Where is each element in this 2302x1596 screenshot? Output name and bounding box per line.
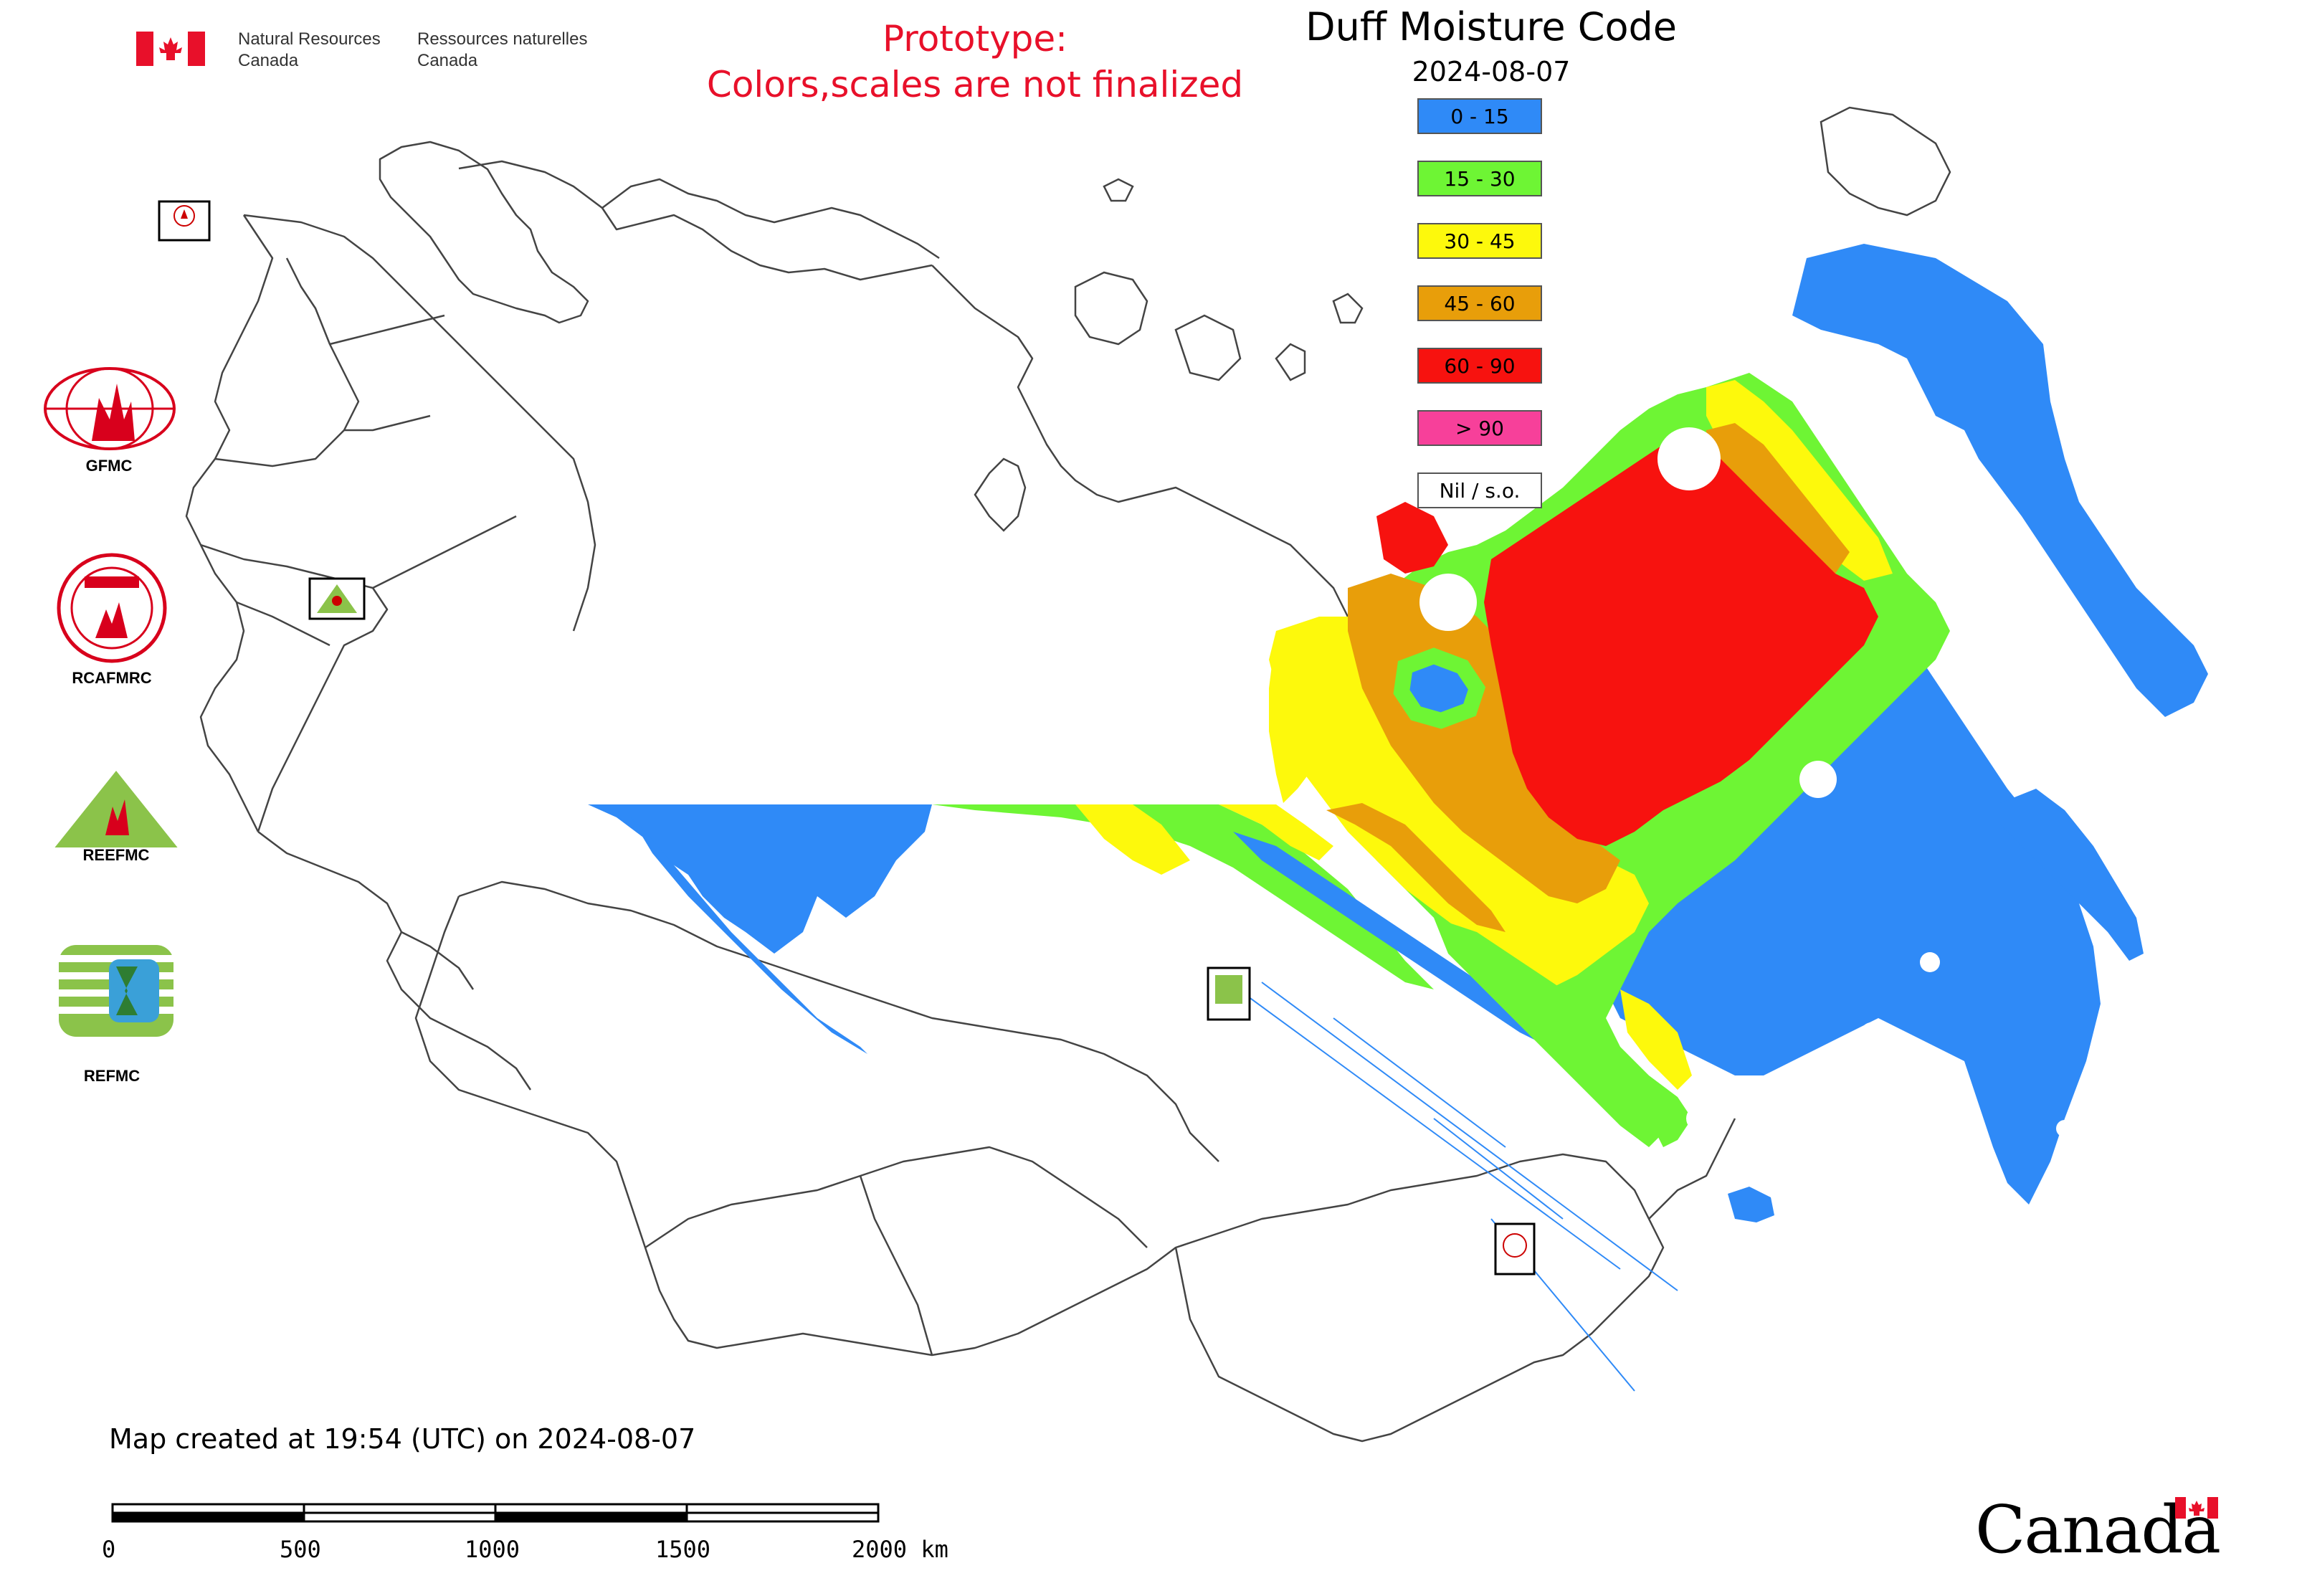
- legend-item: 0 - 15: [1417, 98, 1542, 134]
- legend-label: 30 - 45: [1444, 229, 1516, 253]
- dept-en-line1: Natural Resources: [238, 29, 381, 49]
- dmc-zone-blue-sakhalin: [2000, 789, 2144, 961]
- canada-flag-icon: [136, 32, 205, 66]
- reefmc-logo: REEFMC: [44, 771, 188, 864]
- dmc-zone-red-west: [1376, 502, 1448, 574]
- legend-label: 15 - 30: [1444, 166, 1516, 191]
- dept-fr-line1: Ressources naturelles: [417, 29, 588, 49]
- arctic-islands: [974, 106, 1951, 532]
- legend-label: Nil / s.o.: [1439, 478, 1521, 503]
- map-created-text: Map created at 19:54 (UTC) on 2024-08-07: [109, 1423, 696, 1455]
- dept-fr-line2: Canada: [417, 51, 478, 70]
- scale-bar: [111, 1503, 880, 1523]
- fire-center-markers: [158, 200, 1536, 1276]
- prototype-notice: Prototype: Colors,scales are not finaliz…: [645, 16, 1305, 108]
- legend-label: 60 - 90: [1444, 353, 1516, 378]
- dmc-zone-blue-east: [1792, 244, 2208, 717]
- legend-item: 30 - 45: [1417, 223, 1542, 259]
- notice-line1: Prototype:: [882, 18, 1068, 60]
- dmc-zone-blue-island: [1728, 1187, 1774, 1222]
- legend-item: 45 - 60: [1417, 285, 1542, 321]
- scale-tick-label: 1500: [655, 1536, 711, 1563]
- legend-item: 15 - 30: [1417, 161, 1542, 196]
- dmc-zone-yellow-west: [1269, 624, 1348, 803]
- gfmc-label: GFMC: [85, 457, 133, 475]
- refmc-logo: [59, 945, 173, 1037]
- dmc-streak-band: [588, 803, 1692, 1392]
- fire-center-marker-icon[interactable]: [1494, 1222, 1536, 1276]
- dept-name-fr: Ressources naturelles Canada: [417, 29, 587, 72]
- scale-tick-label: 0: [102, 1536, 116, 1563]
- dmc-zone-red: [1484, 430, 1878, 846]
- dmc-nil-spots: [1419, 427, 2073, 1137]
- legend-label: 0 - 15: [1450, 104, 1509, 128]
- dmc-zone-blue-southeast: [1563, 631, 2101, 1205]
- legend-label: 45 - 60: [1444, 291, 1516, 315]
- legend-label: > 90: [1455, 416, 1504, 440]
- dept-en-line2: Canada: [238, 51, 299, 70]
- dmc-zone-yellow-north: [1706, 380, 1893, 581]
- notice-line2: Colors,scales are not finalized: [706, 64, 1244, 105]
- dmc-zone-green-ring: [1393, 647, 1486, 729]
- gov-identifier: Natural Resources Canada Ressources natu…: [136, 29, 638, 72]
- fire-center-marker-icon[interactable]: [158, 200, 211, 242]
- scale-tick-label: 500: [280, 1536, 321, 1563]
- rcafmrc-label: RCAFMRC: [72, 669, 152, 687]
- fire-center-marker-icon[interactable]: [308, 577, 366, 620]
- gfmc-logo: [44, 367, 176, 450]
- scale-tick-label: 1000: [465, 1536, 520, 1563]
- legend-item: Nil / s.o.: [1417, 472, 1542, 508]
- dept-name-en: Natural Resources Canada: [238, 29, 381, 72]
- canada-flag-icon: [2175, 1497, 2218, 1519]
- scale-tick-label: 2000 km: [852, 1536, 948, 1563]
- dmc-data-layer: [588, 244, 2208, 1392]
- country-boundaries: [185, 141, 1736, 1443]
- svg-text:REEFMC: REEFMC: [83, 846, 150, 864]
- rcafmrc-logo: [57, 553, 167, 663]
- dmc-zone-orange-north: [1706, 423, 1850, 574]
- fire-center-marker-icon[interactable]: [1207, 966, 1251, 1021]
- refmc-label: REFMC: [83, 1067, 141, 1085]
- legend-item: > 90: [1417, 410, 1542, 446]
- map-date: 2024-08-07: [1412, 56, 1571, 87]
- map-title: Duff Moisture Code: [1305, 4, 1677, 49]
- legend-item: 60 - 90: [1417, 348, 1542, 384]
